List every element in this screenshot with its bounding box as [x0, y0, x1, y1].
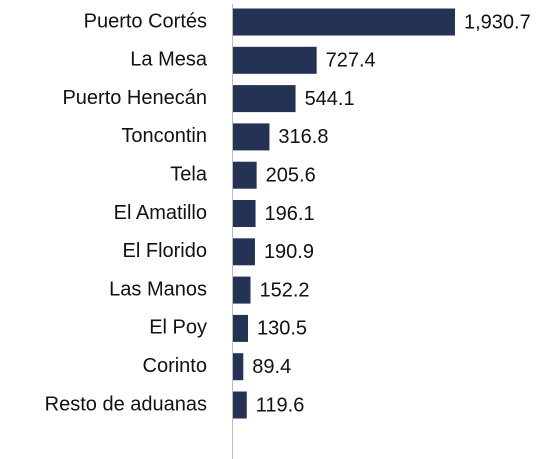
value-label: 196.1 — [265, 203, 315, 225]
value-label: 544.1 — [305, 88, 355, 110]
bar — [233, 314, 249, 342]
category-label: El Poy — [149, 317, 207, 339]
bar — [233, 238, 255, 266]
category-label: La Mesa — [130, 49, 208, 71]
value-label: 205.6 — [266, 164, 316, 186]
value-label: 130.5 — [257, 318, 307, 340]
bar — [233, 161, 257, 189]
value-label: 1,930.7 — [464, 11, 531, 33]
category-label: Toncontin — [121, 125, 207, 147]
bar — [233, 391, 247, 419]
category-label: El Amatillo — [114, 202, 207, 224]
value-label: 152.2 — [260, 279, 310, 301]
bar — [233, 123, 270, 151]
category-label: Puerto Cortés — [84, 10, 207, 32]
bar — [233, 46, 317, 74]
category-label: Corinto — [143, 355, 207, 377]
category-label: Puerto Henecán — [62, 87, 207, 109]
category-label: El Florido — [123, 240, 207, 262]
bar — [233, 85, 296, 113]
value-label: 727.4 — [326, 50, 376, 72]
bar — [233, 353, 244, 381]
bar — [233, 200, 256, 227]
category-label: Resto de aduanas — [45, 393, 207, 415]
value-label: 190.9 — [264, 241, 314, 263]
value-label: 316.8 — [278, 126, 328, 148]
bar — [233, 276, 251, 304]
bar — [233, 8, 455, 36]
value-label: 89.4 — [252, 356, 291, 378]
category-label: Tela — [170, 163, 208, 185]
value-label: 119.6 — [256, 394, 305, 416]
category-label: Las Manos — [109, 278, 207, 300]
